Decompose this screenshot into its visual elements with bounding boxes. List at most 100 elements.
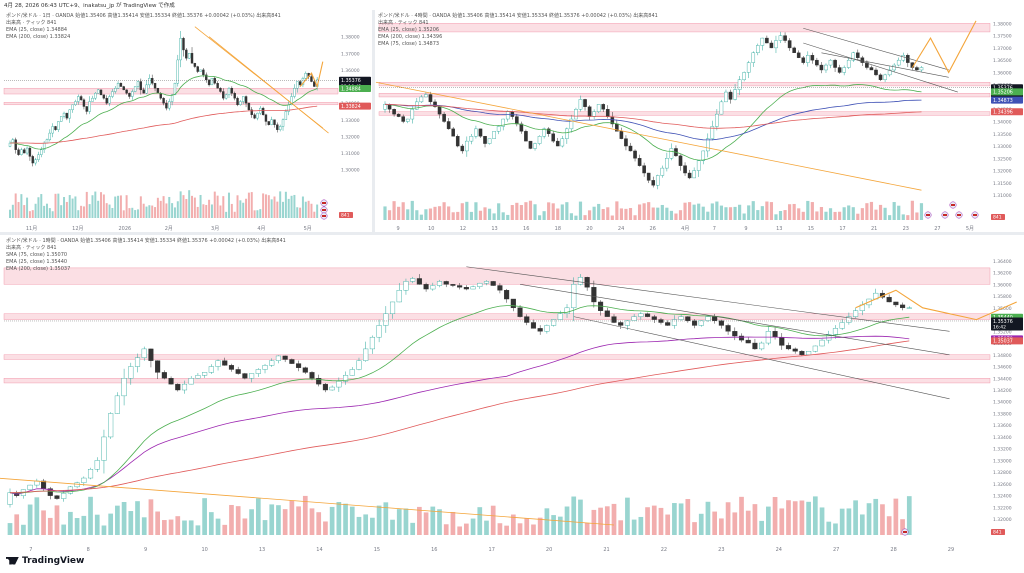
- candle[interactable]: [496, 126, 501, 132]
- candle[interactable]: [270, 119, 273, 125]
- candle[interactable]: [430, 285, 436, 290]
- candle[interactable]: [222, 91, 225, 99]
- candle[interactable]: [45, 139, 49, 144]
- candle[interactable]: [504, 290, 510, 300]
- support-resistance-zone[interactable]: [3, 102, 339, 106]
- candle[interactable]: [792, 348, 798, 352]
- candle[interactable]: [587, 106, 592, 117]
- candle[interactable]: [296, 363, 302, 368]
- candle[interactable]: [725, 325, 731, 332]
- candle[interactable]: [23, 149, 26, 154]
- candle[interactable]: [524, 316, 530, 323]
- candle[interactable]: [81, 477, 87, 483]
- candle[interactable]: [530, 322, 537, 329]
- candle[interactable]: [99, 89, 103, 96]
- candle[interactable]: [244, 96, 248, 104]
- candle[interactable]: [542, 128, 546, 137]
- candle[interactable]: [309, 372, 315, 379]
- candle[interactable]: [437, 106, 442, 115]
- candle[interactable]: [289, 359, 295, 364]
- candle[interactable]: [199, 69, 202, 72]
- candle[interactable]: [510, 298, 516, 309]
- candle[interactable]: [389, 301, 396, 314]
- candle[interactable]: [219, 87, 222, 92]
- candle[interactable]: [801, 57, 806, 63]
- candle[interactable]: [446, 121, 451, 130]
- candle[interactable]: [79, 96, 83, 101]
- candle[interactable]: [701, 150, 706, 161]
- candle[interactable]: [31, 156, 34, 164]
- candle[interactable]: [269, 360, 275, 366]
- candle[interactable]: [250, 109, 253, 115]
- candle[interactable]: [290, 96, 293, 106]
- candle[interactable]: [642, 165, 646, 174]
- candle[interactable]: [336, 380, 342, 388]
- candle[interactable]: [883, 74, 887, 80]
- candle[interactable]: [25, 147, 29, 154]
- candle[interactable]: [746, 62, 751, 73]
- candle[interactable]: [168, 378, 174, 385]
- candle[interactable]: [772, 331, 778, 338]
- candle[interactable]: [505, 111, 510, 120]
- candle[interactable]: [665, 158, 669, 169]
- candle[interactable]: [483, 136, 487, 144]
- candle[interactable]: [111, 91, 114, 97]
- candle[interactable]: [423, 284, 429, 290]
- candle[interactable]: [82, 99, 86, 107]
- candle[interactable]: [298, 81, 302, 86]
- support-resistance-zone[interactable]: [378, 111, 991, 116]
- candle[interactable]: [893, 301, 899, 306]
- candle[interactable]: [591, 287, 597, 303]
- candle[interactable]: [865, 62, 869, 68]
- candle[interactable]: [900, 304, 906, 309]
- candle[interactable]: [906, 55, 910, 63]
- candle[interactable]: [678, 155, 683, 166]
- candle[interactable]: [242, 373, 248, 379]
- candle[interactable]: [343, 375, 349, 382]
- candle[interactable]: [478, 128, 483, 137]
- candle[interactable]: [645, 313, 651, 317]
- candle[interactable]: [878, 74, 883, 80]
- projection-path[interactable]: [299, 61, 324, 89]
- candle[interactable]: [584, 277, 590, 288]
- candle[interactable]: [665, 322, 671, 326]
- candle[interactable]: [105, 97, 108, 104]
- candle[interactable]: [173, 82, 177, 96]
- candle[interactable]: [236, 97, 239, 106]
- candle[interactable]: [141, 348, 147, 358]
- chart-panel-1h[interactable]: 1.364001.362001.360001.358001.356001.354…: [0, 235, 1024, 553]
- tradingview-logo[interactable]: TradingView: [6, 556, 84, 566]
- candle[interactable]: [712, 316, 718, 321]
- candle[interactable]: [233, 92, 236, 99]
- candle[interactable]: [27, 484, 33, 490]
- candle[interactable]: [892, 64, 896, 71]
- candle[interactable]: [142, 89, 145, 94]
- projection-path[interactable]: [855, 289, 1017, 321]
- candle[interactable]: [133, 86, 137, 92]
- candle[interactable]: [785, 345, 792, 350]
- candle[interactable]: [837, 67, 842, 73]
- candle[interactable]: [108, 96, 111, 104]
- candle[interactable]: [428, 94, 433, 103]
- trend-line[interactable]: [208, 36, 329, 134]
- trend-line[interactable]: [803, 27, 949, 71]
- candle[interactable]: [819, 64, 824, 71]
- trend-line[interactable]: [821, 52, 949, 78]
- candle[interactable]: [28, 147, 32, 157]
- candle[interactable]: [85, 106, 88, 112]
- candle[interactable]: [696, 160, 701, 171]
- candle[interactable]: [826, 334, 832, 341]
- candle[interactable]: [165, 102, 168, 109]
- candle[interactable]: [443, 281, 449, 285]
- candle[interactable]: [896, 59, 901, 66]
- candle[interactable]: [810, 55, 815, 61]
- candle[interactable]: [887, 69, 892, 76]
- candle[interactable]: [515, 116, 519, 125]
- candle[interactable]: [182, 38, 185, 51]
- candle[interactable]: [71, 104, 74, 111]
- candle[interactable]: [742, 72, 746, 80]
- candle[interactable]: [153, 82, 157, 89]
- candle[interactable]: [281, 119, 285, 127]
- candle[interactable]: [369, 336, 375, 350]
- candle[interactable]: [156, 87, 160, 94]
